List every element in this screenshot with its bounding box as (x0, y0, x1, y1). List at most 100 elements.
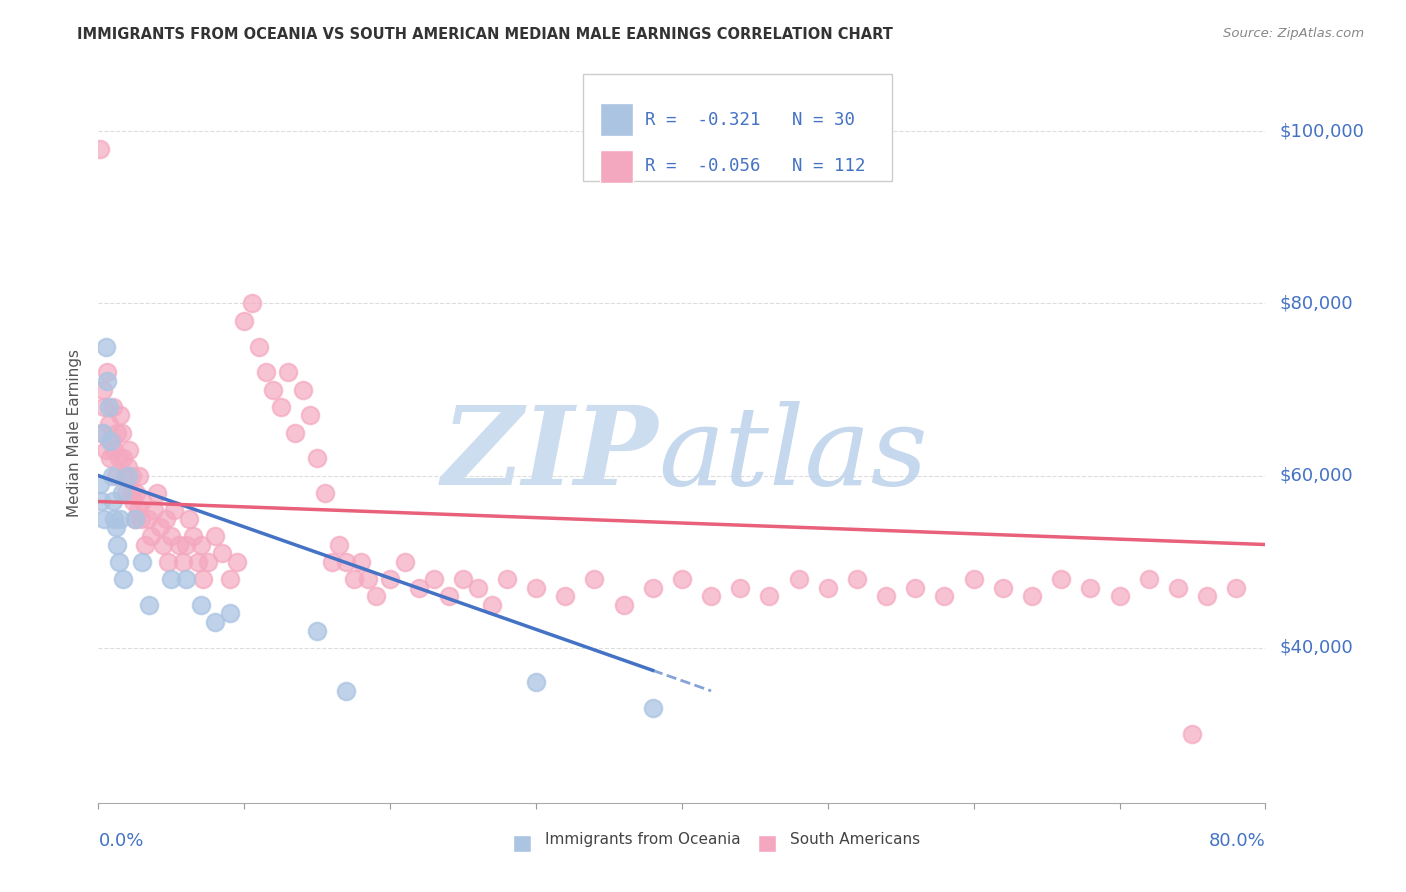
Point (115, 486, 138, 500)
Point (1080, 581, 1102, 595)
Text: R =  -0.321   N = 30: R = -0.321 N = 30 (644, 111, 855, 128)
Point (98, 451, 121, 466)
Point (89, 142, 111, 156)
Point (108, 451, 131, 466)
Point (190, 537, 212, 551)
Point (291, 383, 314, 397)
Point (167, 537, 190, 551)
Point (298, 409, 321, 423)
Point (117, 468, 139, 483)
Text: $40,000: $40,000 (1279, 639, 1353, 657)
Point (131, 494, 153, 508)
Point (218, 572, 240, 586)
Point (89, 477, 111, 491)
Point (817, 581, 839, 595)
Point (97, 400, 120, 414)
Point (93, 400, 115, 414)
Point (111, 486, 134, 500)
Point (583, 572, 606, 586)
Point (187, 555, 209, 569)
Point (122, 494, 145, 508)
Point (100, 468, 122, 483)
Point (155, 512, 177, 526)
Point (197, 555, 219, 569)
Point (641, 701, 664, 715)
Text: South Americans: South Americans (790, 831, 920, 847)
Point (1050, 572, 1073, 586)
Point (524, 675, 547, 690)
Point (108, 555, 131, 569)
Point (554, 589, 576, 603)
Point (114, 468, 136, 483)
Y-axis label: Median Male Earnings: Median Male Earnings (67, 349, 83, 516)
Point (105, 425, 128, 440)
Point (160, 572, 183, 586)
Point (120, 486, 142, 500)
Point (90, 425, 112, 440)
Point (307, 624, 329, 638)
Bar (758, 836, 776, 852)
Point (700, 589, 723, 603)
Point (1021, 589, 1043, 603)
Point (641, 581, 664, 595)
Point (1195, 589, 1218, 603)
Text: IMMIGRANTS FROM OCEANIA VS SOUTH AMERICAN MEDIAN MALE EARNINGS CORRELATION CHART: IMMIGRANTS FROM OCEANIA VS SOUTH AMERICA… (77, 27, 893, 42)
Point (152, 537, 174, 551)
Point (163, 503, 186, 517)
Point (98, 434, 121, 449)
Point (247, 339, 270, 353)
Point (343, 572, 366, 586)
Point (524, 581, 547, 595)
Point (101, 494, 124, 508)
Point (103, 512, 125, 526)
Point (934, 589, 956, 603)
Bar (600, 150, 633, 183)
Point (93, 512, 115, 526)
Point (131, 555, 153, 569)
Point (671, 572, 693, 586)
Point (328, 537, 350, 551)
Point (127, 503, 149, 517)
Point (174, 537, 197, 551)
Point (394, 555, 416, 569)
Point (307, 451, 329, 466)
Point (277, 365, 299, 379)
Text: $60,000: $60,000 (1279, 467, 1353, 484)
Point (177, 512, 200, 526)
Point (129, 512, 152, 526)
Point (335, 555, 357, 569)
Point (111, 425, 134, 440)
Point (1167, 581, 1189, 595)
Point (97, 417, 120, 431)
Bar (513, 836, 530, 852)
Point (904, 581, 927, 595)
Point (174, 572, 197, 586)
Point (94, 442, 117, 457)
Point (96, 365, 118, 379)
Point (364, 589, 387, 603)
Point (101, 400, 124, 414)
Point (124, 512, 146, 526)
Point (149, 520, 172, 534)
Point (335, 684, 357, 698)
Point (350, 555, 373, 569)
Point (357, 572, 380, 586)
Point (218, 607, 240, 621)
Point (270, 400, 292, 414)
Point (408, 581, 430, 595)
Point (284, 425, 307, 440)
Point (90, 494, 112, 508)
Point (104, 520, 127, 534)
Point (94, 339, 117, 353)
Point (254, 365, 277, 379)
Point (204, 529, 226, 543)
Text: Source: ZipAtlas.com: Source: ZipAtlas.com (1223, 27, 1364, 40)
Point (110, 512, 132, 526)
Point (496, 572, 519, 586)
Point (262, 383, 284, 397)
Point (125, 486, 148, 500)
Point (138, 598, 160, 612)
Point (96, 374, 118, 388)
Point (136, 512, 159, 526)
Point (134, 537, 156, 551)
